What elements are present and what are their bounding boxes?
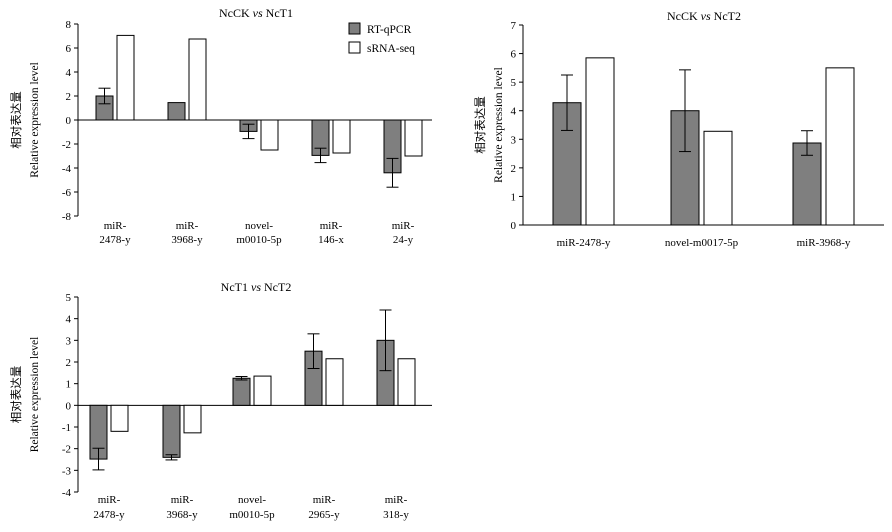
chart-ncck-vs-nct2: NcCK vs NcT2 相对表达量 Relative expression lev… <box>473 9 884 249</box>
bar-srnaseq <box>397 358 416 406</box>
bar-srnaseq <box>110 404 129 432</box>
y-tick-label: 0 <box>66 400 72 412</box>
category-label: 3968-y <box>166 509 198 521</box>
chart-nct1-vs-nct2: NcT1 vs NcT2 相对表达量 Relative expression lev… <box>9 280 432 521</box>
y-tick-label: 4 <box>66 67 72 79</box>
bar-srnaseq <box>253 375 272 406</box>
chart-title: NcT1 vs NcT2 <box>221 280 292 294</box>
y-tick-label: 4 <box>66 314 72 326</box>
category-label: miR-2478-y <box>557 237 611 249</box>
y-tick-label: -1 <box>62 422 71 434</box>
y-tick-label: 0 <box>66 115 72 127</box>
bar-rtqpcr <box>167 102 186 121</box>
y-tick-label: 3 <box>511 134 517 146</box>
y-tick-label: 5 <box>511 77 517 89</box>
y-tick-label: 8 <box>66 19 72 31</box>
chart-title: NcCK vs NcT2 <box>667 9 741 23</box>
chart-title-part: NcCK <box>219 6 253 20</box>
bar-srnaseq <box>332 119 351 154</box>
chart-title-part: NcT1 <box>263 6 293 20</box>
legend-swatch-srnaseq <box>348 41 361 54</box>
legend: RT-qPCR sRNA-seq <box>348 22 415 55</box>
category-label: novel- <box>245 220 273 232</box>
y-tick-label: 1 <box>511 191 517 203</box>
y-tick-label: 3 <box>66 335 72 347</box>
chart-ncck-vs-nct1: NcCK vs NcT1 相对表达量 Relative expression lev… <box>9 6 432 246</box>
chart-title-part: NcT1 <box>221 280 251 294</box>
category-label: m0010-5p <box>236 234 282 246</box>
y-axis-label-en: Relative expression level <box>29 337 41 453</box>
legend-swatch-rtqpcr <box>348 22 361 35</box>
y-tick-label: -2 <box>62 139 71 151</box>
bar-srnaseq <box>585 57 615 226</box>
bar-rtqpcr <box>232 377 251 406</box>
chart-title-vs: vs <box>251 280 261 294</box>
category-label: 2478-y <box>99 234 131 246</box>
chart-title-vs: vs <box>253 6 263 20</box>
y-tick-label: 6 <box>66 43 72 55</box>
category-label: 2965-y <box>308 509 340 521</box>
y-tick-label: -4 <box>62 487 72 499</box>
category-label: miR- <box>171 494 194 506</box>
bar-srnaseq <box>260 119 279 151</box>
y-tick-label: 2 <box>511 163 517 175</box>
category-label: miR- <box>320 220 343 232</box>
category-label: 318-y <box>383 509 409 521</box>
category-label: 146-x <box>318 234 344 246</box>
category-label: miR- <box>385 494 408 506</box>
category-label: miR- <box>176 220 199 232</box>
chart-title-part: NcT2 <box>711 9 741 23</box>
y-axis-label-cn: 相对表达量 <box>9 91 23 149</box>
category-label: novel-m0017-5p <box>665 237 739 249</box>
y-tick-label: 5 <box>66 292 72 304</box>
y-tick-label: -4 <box>62 163 72 175</box>
bar-srnaseq <box>183 404 202 434</box>
bar-srnaseq <box>703 130 733 226</box>
category-label: novel- <box>238 494 266 506</box>
y-tick-label: -3 <box>62 465 72 477</box>
category-label: miR-3968-y <box>797 237 851 249</box>
category-label: 2478-y <box>93 509 125 521</box>
y-tick-label: 2 <box>66 357 72 369</box>
y-axis-label-en: Relative expression level <box>29 62 41 178</box>
bar-srnaseq <box>325 358 344 406</box>
y-tick-label: 4 <box>511 106 517 118</box>
y-tick-label: -2 <box>62 444 71 456</box>
chart-title-part: NcT2 <box>261 280 291 294</box>
y-tick-label: 0 <box>511 220 517 232</box>
category-label: 24-y <box>393 234 414 246</box>
y-axis-label-cn: 相对表达量 <box>473 96 487 154</box>
bar-srnaseq <box>188 38 207 121</box>
category-label: m0010-5p <box>229 509 275 521</box>
legend-label-rtqpcr: RT-qPCR <box>367 24 412 36</box>
y-tick-label: -6 <box>62 187 72 199</box>
bar-rtqpcr <box>792 142 822 226</box>
chart-title-vs: vs <box>701 9 711 23</box>
bar-rtqpcr <box>162 404 181 458</box>
y-tick-label: 2 <box>66 91 72 103</box>
chart-title: NcCK vs NcT1 <box>219 6 293 20</box>
category-label: miR- <box>98 494 121 506</box>
y-axis-label-en: Relative expression level <box>493 67 505 183</box>
category-label: miR- <box>313 494 336 506</box>
y-tick-label: 7 <box>511 20 517 32</box>
category-label: 3968-y <box>171 234 203 246</box>
chart-title-part: NcCK <box>667 9 701 23</box>
y-tick-label: 1 <box>66 379 72 391</box>
category-label: miR- <box>104 220 127 232</box>
bar-srnaseq <box>116 34 135 121</box>
y-tick-label: -8 <box>62 211 72 223</box>
y-tick-label: 6 <box>511 49 517 61</box>
bar-srnaseq <box>825 67 855 226</box>
bar-srnaseq <box>404 119 423 157</box>
y-axis-label-cn: 相对表达量 <box>9 366 23 424</box>
legend-label-srnaseq: sRNA-seq <box>367 43 415 55</box>
category-label: miR- <box>392 220 415 232</box>
